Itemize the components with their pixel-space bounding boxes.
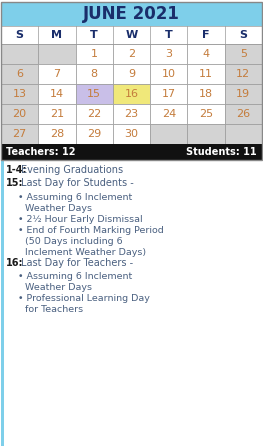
Text: 11: 11 <box>199 69 213 79</box>
Text: Weather Days: Weather Days <box>25 284 92 293</box>
Bar <box>38 44 75 64</box>
Text: 10: 10 <box>162 69 176 79</box>
Text: 20: 20 <box>13 109 27 119</box>
Bar <box>1 104 38 124</box>
Bar <box>75 44 113 64</box>
Text: Teachers: 12: Teachers: 12 <box>6 147 75 157</box>
Bar <box>1 26 262 44</box>
Text: S: S <box>239 30 247 40</box>
Bar <box>188 64 225 84</box>
Text: Students: 11: Students: 11 <box>186 147 257 157</box>
Text: 30: 30 <box>124 129 139 139</box>
Text: 21: 21 <box>50 109 64 119</box>
Text: 29: 29 <box>87 129 101 139</box>
Text: for Teachers: for Teachers <box>25 306 83 314</box>
Bar <box>150 64 188 84</box>
Bar <box>113 64 150 84</box>
Text: • Assuming 6 Inclement: • Assuming 6 Inclement <box>18 193 132 202</box>
Text: M: M <box>52 30 62 40</box>
Text: T: T <box>90 30 98 40</box>
Text: 9: 9 <box>128 69 135 79</box>
Bar <box>113 124 150 144</box>
Bar <box>225 44 262 64</box>
Text: 16: 16 <box>124 89 139 99</box>
Bar <box>1 161 4 446</box>
Text: Weather Days: Weather Days <box>25 204 92 213</box>
Bar <box>188 104 225 124</box>
Text: 3: 3 <box>165 49 172 59</box>
Text: 12: 12 <box>236 69 250 79</box>
Bar <box>113 84 150 104</box>
Text: 6: 6 <box>16 69 23 79</box>
Text: 13: 13 <box>13 89 27 99</box>
Bar <box>38 124 75 144</box>
Text: 15: 15 <box>87 89 101 99</box>
Bar <box>188 84 225 104</box>
Bar <box>225 124 262 144</box>
Bar <box>113 44 150 64</box>
Bar <box>1 2 262 160</box>
Bar <box>188 124 225 144</box>
Bar <box>1 124 38 144</box>
Text: 25: 25 <box>199 109 213 119</box>
Text: • Professional Learning Day: • Professional Learning Day <box>18 294 150 303</box>
Text: 24: 24 <box>162 109 176 119</box>
Bar <box>225 64 262 84</box>
Text: • End of Fourth Marking Period: • End of Fourth Marking Period <box>18 226 164 235</box>
Text: 23: 23 <box>124 109 139 119</box>
Text: Last Day for Students -: Last Day for Students - <box>21 178 134 189</box>
Text: 5: 5 <box>240 49 247 59</box>
Bar <box>113 104 150 124</box>
Text: 26: 26 <box>236 109 250 119</box>
Text: 7: 7 <box>53 69 60 79</box>
Bar <box>150 44 188 64</box>
Bar <box>75 84 113 104</box>
Bar <box>75 64 113 84</box>
Bar <box>38 104 75 124</box>
Text: W: W <box>125 30 138 40</box>
Text: Last Day for Teachers -: Last Day for Teachers - <box>21 258 133 268</box>
Text: 4: 4 <box>203 49 210 59</box>
Bar <box>1 84 38 104</box>
Text: • 2½ Hour Early Dismissal: • 2½ Hour Early Dismissal <box>18 215 143 223</box>
Bar <box>75 104 113 124</box>
Bar <box>225 104 262 124</box>
Text: JUNE 2021: JUNE 2021 <box>83 5 180 23</box>
Text: 2: 2 <box>128 49 135 59</box>
Text: 1-4:: 1-4: <box>6 165 28 175</box>
Bar <box>188 44 225 64</box>
Bar <box>1 2 262 26</box>
Text: 28: 28 <box>50 129 64 139</box>
Bar <box>75 124 113 144</box>
Text: 16:: 16: <box>6 258 23 268</box>
Text: 19: 19 <box>236 89 250 99</box>
Text: S: S <box>16 30 24 40</box>
Text: F: F <box>202 30 210 40</box>
Text: 8: 8 <box>91 69 98 79</box>
Bar <box>150 104 188 124</box>
Bar <box>38 64 75 84</box>
Text: 15:: 15: <box>6 178 23 189</box>
Text: T: T <box>165 30 173 40</box>
Bar <box>150 124 188 144</box>
Bar <box>150 84 188 104</box>
Text: Evening Graduations: Evening Graduations <box>21 165 123 175</box>
Text: 27: 27 <box>13 129 27 139</box>
Bar <box>38 84 75 104</box>
Text: Inclement Weather Days): Inclement Weather Days) <box>25 248 146 257</box>
Text: • Assuming 6 Inclement: • Assuming 6 Inclement <box>18 272 132 281</box>
Text: 14: 14 <box>50 89 64 99</box>
Text: 22: 22 <box>87 109 101 119</box>
Text: 1: 1 <box>91 49 98 59</box>
Bar <box>1 64 38 84</box>
Text: 18: 18 <box>199 89 213 99</box>
Bar <box>1 144 262 160</box>
Text: 17: 17 <box>162 89 176 99</box>
Text: (50 Days including 6: (50 Days including 6 <box>25 238 123 247</box>
Bar <box>1 44 38 64</box>
Bar <box>225 84 262 104</box>
